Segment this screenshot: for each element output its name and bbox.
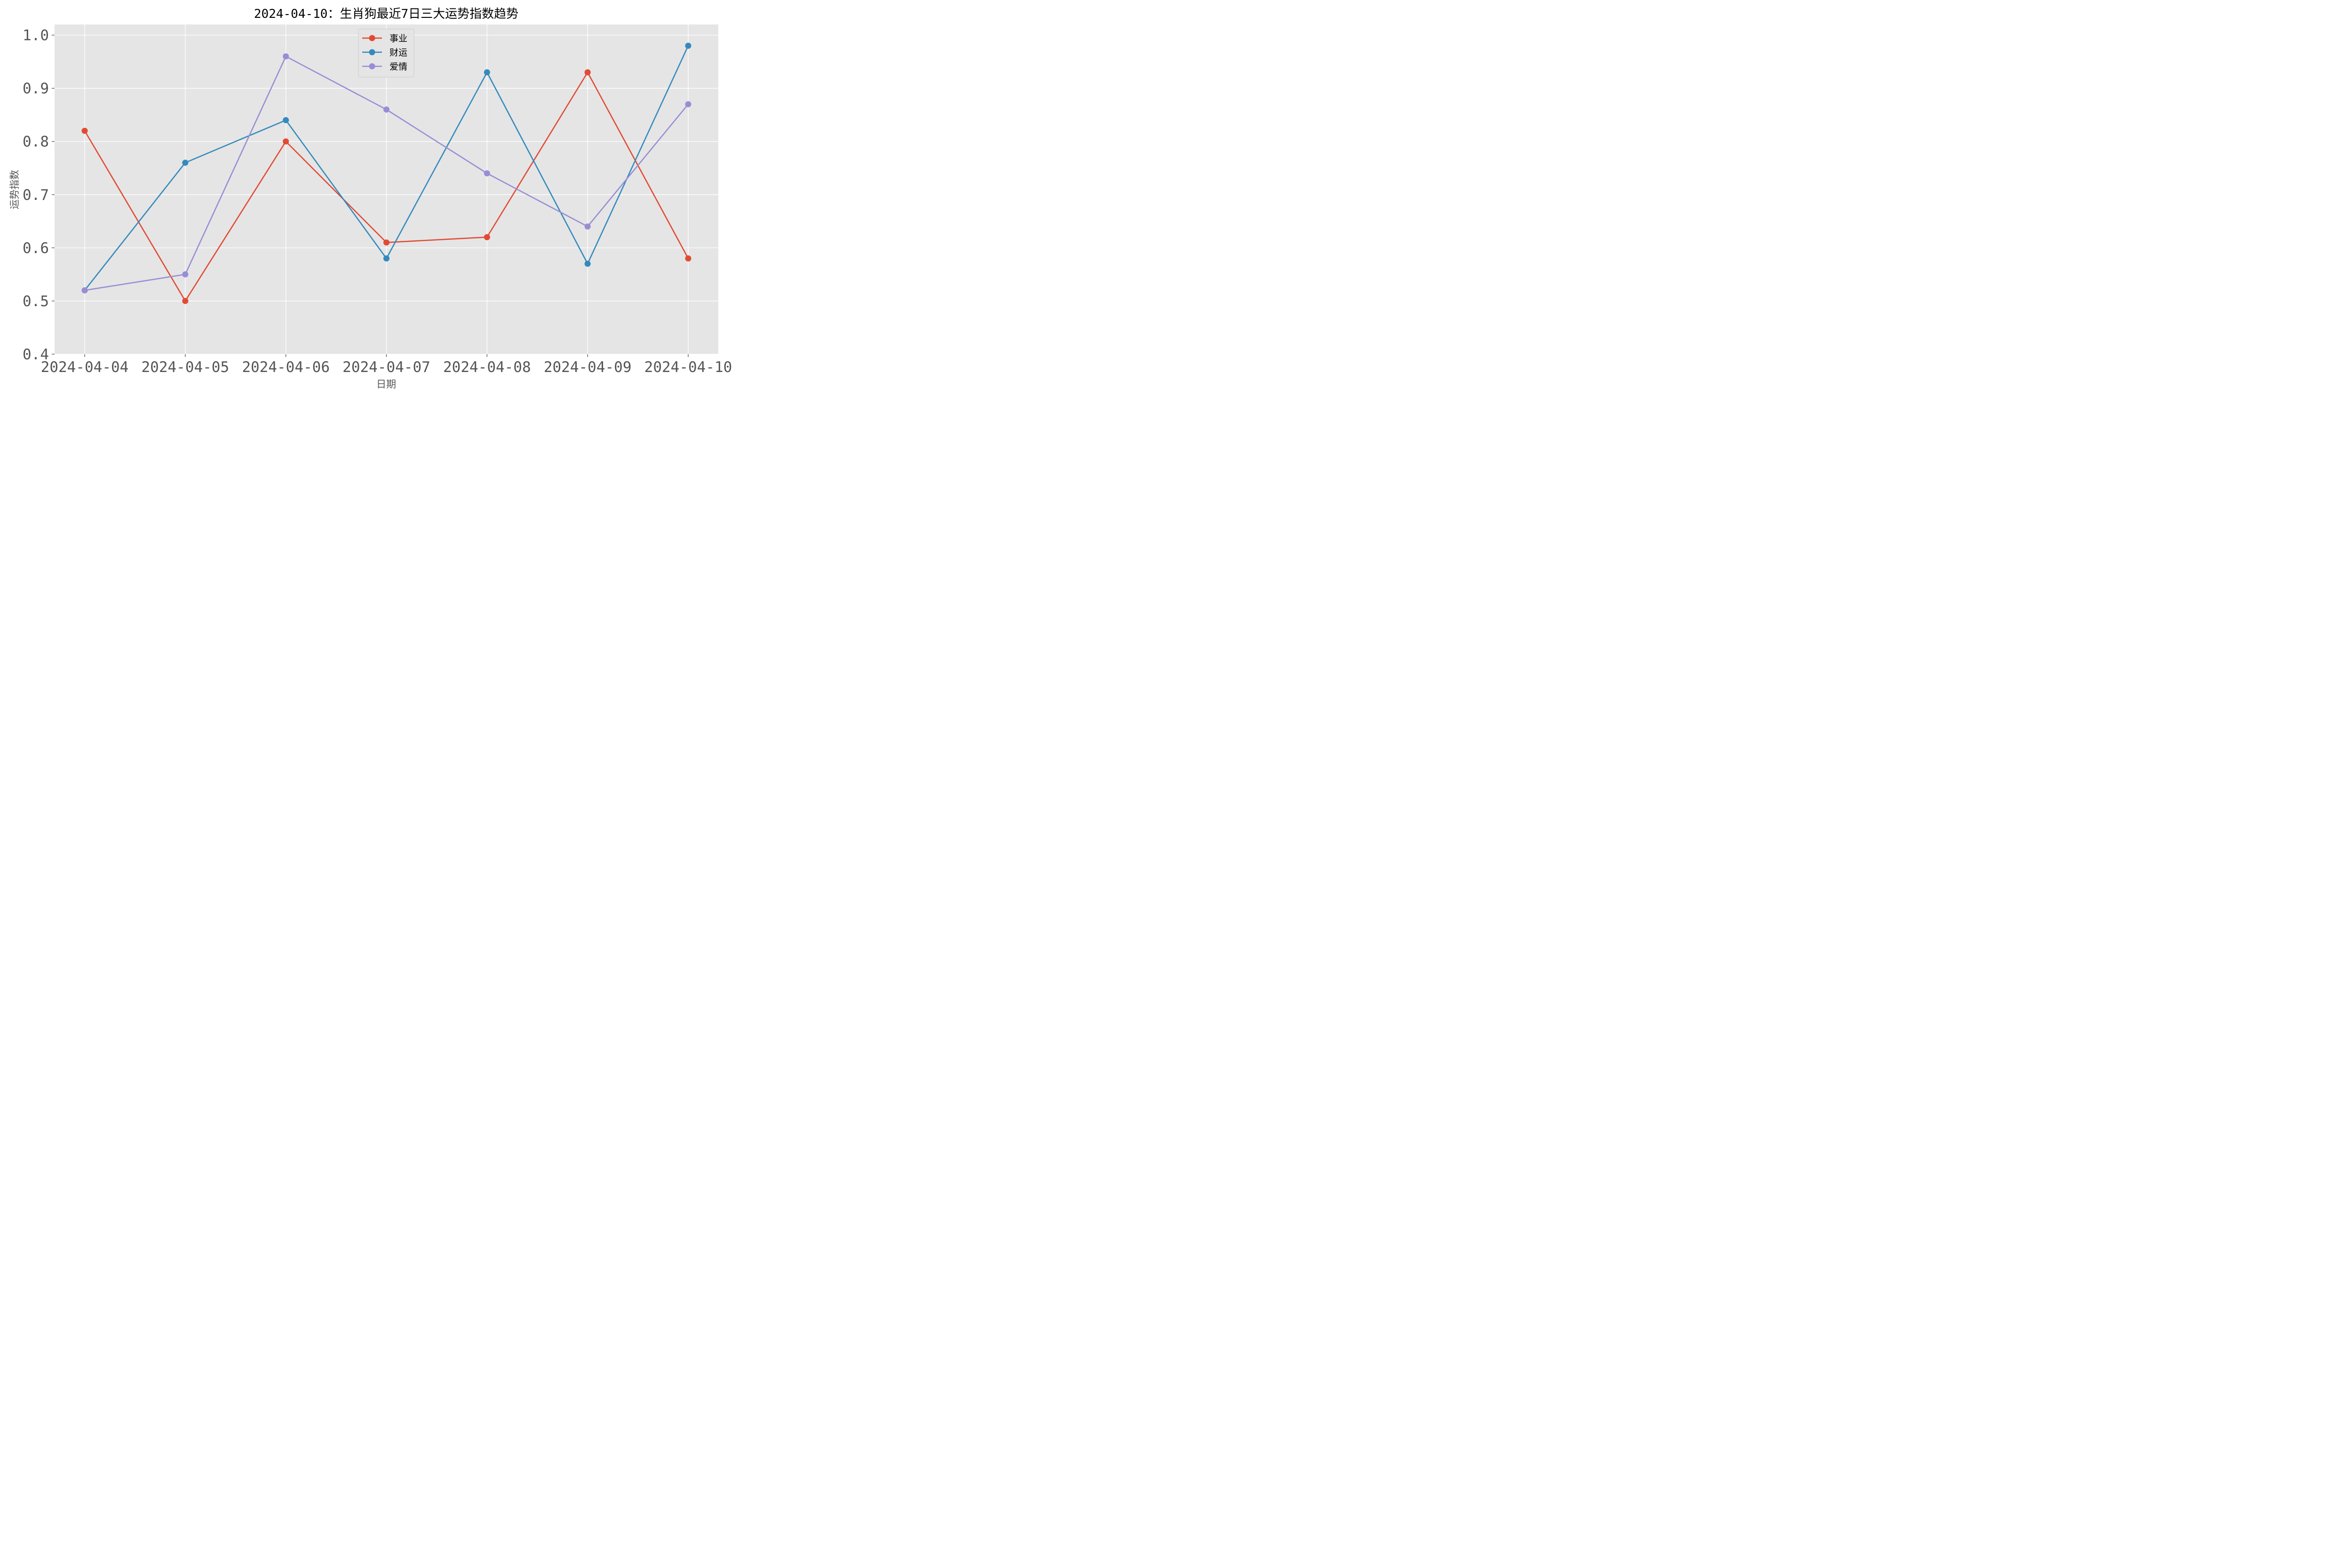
chart-container: 0.4 0.5 0.6 0.7 0.8 0.9 1.0 2024-04-04 2024-04-0… <box>0 0 738 397</box>
x-tick-label: 2024-04-06 <box>242 359 330 376</box>
legend-label: 财运 <box>389 48 407 58</box>
y-tick-label: 0.4 <box>23 346 49 363</box>
x-tick-label: 2024-04-05 <box>142 359 230 376</box>
legend-item: 财运 <box>362 48 407 58</box>
legend-swatch-marker <box>369 63 375 70</box>
chart-title: 2024-04-10：生肖狗最近7日三大运势指数趋势 <box>254 7 518 21</box>
legend-swatch-marker <box>369 35 375 41</box>
legend-item: 爱情 <box>362 62 407 72</box>
legend-item: 事业 <box>362 33 407 44</box>
legend-swatch-marker <box>369 49 375 55</box>
legend-label: 爱情 <box>389 62 407 72</box>
data-point <box>584 261 591 267</box>
data-point <box>685 101 691 108</box>
data-point <box>484 170 490 177</box>
x-tick-label: 2024-04-07 <box>342 359 430 376</box>
series-1 <box>81 42 691 293</box>
legend-label: 事业 <box>389 33 407 44</box>
y-tick-label: 0.6 <box>23 240 49 257</box>
axis-ticks: 0.4 0.5 0.6 0.7 0.8 0.9 1.0 2024-04-04 2024-04-0… <box>23 27 732 376</box>
x-tick-label: 2024-04-04 <box>41 359 129 376</box>
data-point <box>383 106 389 113</box>
series-layer <box>81 42 691 304</box>
y-tick-label: 0.8 <box>23 134 49 150</box>
y-axis-label: 运势指数 <box>9 170 20 209</box>
data-point <box>81 287 88 293</box>
y-tick-label: 1.0 <box>23 27 49 44</box>
x-tick-label: 2024-04-09 <box>544 359 632 376</box>
y-tick-label: 0.9 <box>23 80 49 97</box>
x-axis-label: 日期 <box>376 379 396 390</box>
data-point <box>383 239 389 246</box>
data-point <box>584 223 591 230</box>
x-tick-label: 2024-04-10 <box>644 359 732 376</box>
data-point <box>81 127 88 134</box>
y-tick-label: 0.7 <box>23 187 49 204</box>
data-point <box>584 69 591 76</box>
data-point <box>182 298 189 304</box>
data-point <box>685 42 691 49</box>
data-point <box>182 159 189 166</box>
data-point <box>182 271 189 277</box>
series-2 <box>81 53 691 293</box>
data-point <box>484 69 490 76</box>
data-point <box>383 255 389 261</box>
y-tick-label: 0.5 <box>23 293 49 310</box>
data-point <box>484 234 490 240</box>
x-tick-label: 2024-04-08 <box>443 359 531 376</box>
series-0 <box>81 69 691 304</box>
data-point <box>283 138 289 145</box>
data-point <box>283 53 289 60</box>
line-chart: 0.4 0.5 0.6 0.7 0.8 0.9 1.0 2024-04-04 2024-04-0… <box>9 7 732 390</box>
grid-lines <box>55 24 718 355</box>
data-point <box>283 117 289 124</box>
data-point <box>685 255 691 261</box>
